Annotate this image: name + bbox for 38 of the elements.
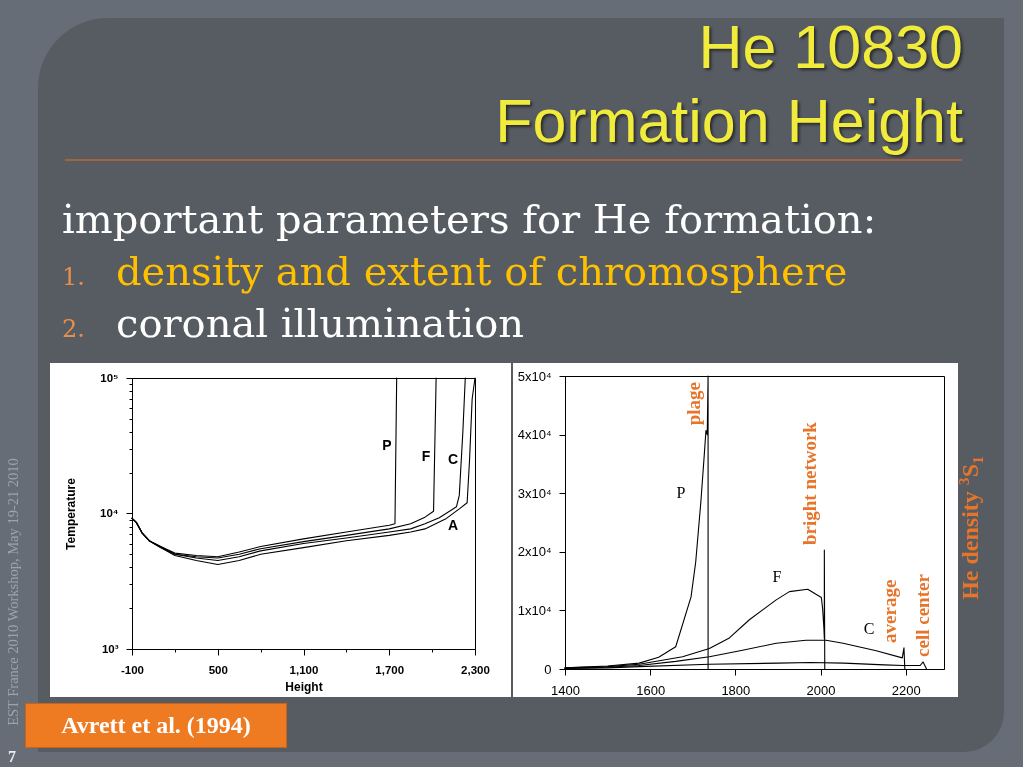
x-tick-label: 2000 [806,682,836,698]
y-tick-label: 10⁴ [100,507,119,519]
series-label: A [447,517,459,533]
y-tick-label: 2x10⁴ [517,544,552,560]
y-axis-title: Temperature [64,477,79,550]
text: plage [683,382,705,426]
text: average [878,579,900,643]
x-tick-label: 2,300 [461,663,490,676]
x-tick-label: -100 [120,663,145,676]
text: 1. density and extent of chromosphere [62,248,848,294]
x-tick-label: 1,700 [375,663,405,676]
text: He 10830 Formation Height [494,12,963,157]
series-label: P [382,437,392,453]
y-tick-label: 1x10⁴ [517,602,552,618]
annotation: F [772,568,782,585]
y-tick-label: 10⁵ [100,371,119,384]
text: Avrett et al. (1994) [25,703,287,748]
y-tick-label: 10³ [101,642,119,655]
x-axis-title: Height [285,680,323,694]
text: 7 [8,748,16,766]
series-label: C [447,451,459,467]
annotation: C [863,620,875,637]
y-tick-label: 0 [544,661,552,677]
y-tick-label: 3x10⁴ [517,485,552,501]
x-tick-label: 1400 [551,682,580,698]
y-tick-label: 4x10⁴ [517,427,552,443]
text: bright network [799,421,821,546]
annotation: P [676,484,686,501]
text: 2. coronal illumination [62,300,524,346]
x-tick-label: 1,100 [289,663,319,676]
text: important parameters for He formation: [62,195,877,244]
text: cell center [912,573,934,657]
x-tick-label: 1600 [636,682,666,698]
x-tick-label: 500 [208,663,228,676]
series-label: F [421,448,431,464]
y-tick-label: 5x10⁴ [517,368,552,384]
x-tick-label: 1800 [721,682,751,698]
x-tick-label: 2200 [891,682,921,698]
